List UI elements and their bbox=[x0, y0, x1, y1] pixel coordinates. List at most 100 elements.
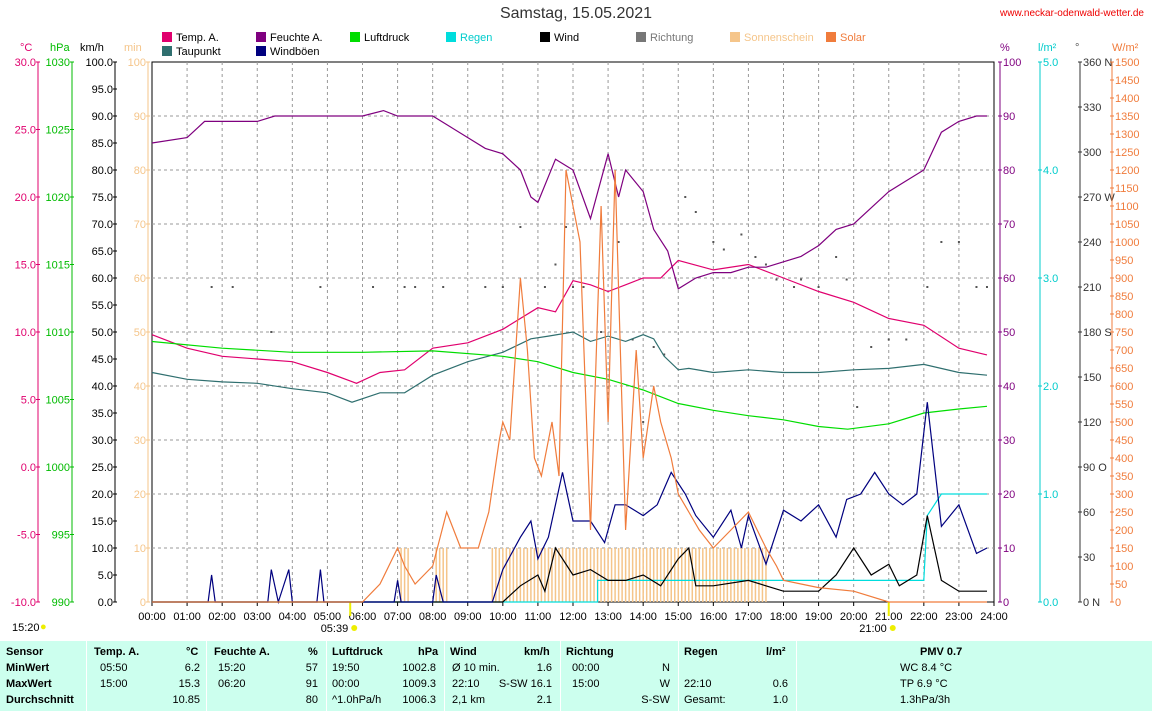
solar-tick-label: 100 bbox=[1115, 561, 1133, 573]
header-press: Luftdruck bbox=[332, 646, 383, 658]
press-tick-label: 1020 bbox=[46, 192, 70, 204]
sun-tick-label: 80 bbox=[134, 165, 146, 177]
press-tick-label: 990 bbox=[52, 597, 70, 609]
legend-sun-swatch bbox=[730, 32, 740, 42]
table-cell-w_desc: 2,1 km bbox=[452, 694, 486, 706]
direction-point bbox=[740, 233, 743, 236]
direction-point bbox=[484, 286, 487, 288]
direction-point bbox=[793, 286, 796, 288]
direction-point bbox=[926, 286, 929, 288]
table-cell-w_val: S-SW 16.1 bbox=[498, 678, 552, 690]
direction-point bbox=[754, 256, 757, 258]
solar-tick-label: 1000 bbox=[1115, 237, 1139, 249]
solar-tick-label: 450 bbox=[1115, 435, 1133, 447]
solar-tick-label: 150 bbox=[1115, 543, 1133, 555]
temp-tick-label: 5.0 bbox=[21, 395, 36, 407]
x-tick-label: 11:00 bbox=[525, 611, 552, 623]
solar-tick-label: 1400 bbox=[1115, 93, 1139, 105]
hum-unit-label: % bbox=[1000, 42, 1010, 54]
x-tick-label: 07:00 bbox=[384, 611, 412, 623]
table-cell-p_time: 00:00 bbox=[332, 678, 360, 690]
wind-tick-label: 55.0 bbox=[92, 300, 113, 312]
direction-point bbox=[694, 211, 697, 213]
hum-tick-label: 80 bbox=[1003, 165, 1015, 177]
dir-tick-label: 330 bbox=[1083, 102, 1101, 114]
solar-tick-label: 400 bbox=[1115, 453, 1133, 465]
wind-tick-label: 5.0 bbox=[98, 570, 113, 582]
solar-tick-label: 1150 bbox=[1115, 183, 1139, 195]
solar-tick-label: 500 bbox=[1115, 417, 1133, 429]
sun-tick-label: 90 bbox=[134, 111, 146, 123]
rain-tick-label: 4.0 bbox=[1043, 165, 1058, 177]
x-tick-label: 09:00 bbox=[454, 611, 482, 623]
legend-gust-swatch bbox=[256, 46, 266, 56]
dir-tick-label: 270 W bbox=[1083, 192, 1115, 204]
wind-tick-label: 75.0 bbox=[92, 192, 113, 204]
x-tick-label: 03:00 bbox=[243, 611, 271, 623]
table-cell-d_val: W bbox=[659, 678, 670, 690]
header-hum: Feuchte A. bbox=[214, 646, 270, 658]
table-divider bbox=[326, 641, 327, 711]
wind-tick-label: 90.0 bbox=[92, 111, 113, 123]
dir-tick-label: 210 bbox=[1083, 282, 1101, 294]
legend-hum-swatch bbox=[256, 32, 266, 42]
wind-tick-label: 80.0 bbox=[92, 165, 113, 177]
table-cell-h_val: 91 bbox=[305, 678, 318, 690]
direction-point bbox=[775, 278, 778, 281]
wind-series-line bbox=[152, 515, 987, 603]
legend-temp: Temp. A. bbox=[162, 32, 219, 44]
solar-tick-label: 1250 bbox=[1115, 147, 1139, 159]
x-tick-label: 19:00 bbox=[805, 611, 833, 623]
table-cell-h_time: 15:20 bbox=[218, 662, 246, 674]
table-divider bbox=[678, 641, 679, 711]
solar-tick-label: 600 bbox=[1115, 381, 1133, 393]
legend-dew: Taupunkt bbox=[162, 46, 221, 58]
header-wind: Wind bbox=[450, 646, 477, 658]
table-cell-p_val: 1002.8 bbox=[402, 662, 436, 674]
header-dir: Richtung bbox=[566, 646, 614, 658]
temp-tick-label: -5.0 bbox=[17, 530, 36, 542]
table-cell-h_val: 57 bbox=[305, 662, 318, 674]
legend-dir-swatch bbox=[636, 32, 646, 42]
press-tick-label: 995 bbox=[52, 530, 70, 542]
header-pmv: PMV 0.7 bbox=[920, 646, 963, 658]
table-cell-r_val: 1.0 bbox=[772, 694, 788, 706]
sun-tick-label: 40 bbox=[134, 381, 146, 393]
direction-point bbox=[519, 226, 522, 228]
table-cell-t_time: 15:00 bbox=[100, 678, 128, 690]
table-cell-pmv: TP 6.9 °C bbox=[900, 678, 948, 690]
table-cell-d_time: 15:00 bbox=[572, 678, 600, 690]
direction-point bbox=[985, 286, 988, 288]
press-tick-label: 1015 bbox=[46, 260, 70, 272]
x-tick-label: 12:00 bbox=[559, 611, 587, 623]
direction-point bbox=[712, 241, 715, 243]
direction-point bbox=[684, 196, 687, 198]
rain-series-line bbox=[152, 493, 987, 603]
sun-tick-label: 20 bbox=[134, 489, 146, 501]
x-tick-label: 04:00 bbox=[279, 611, 307, 623]
sunrise-sun-icon bbox=[351, 625, 358, 631]
hum-tick-label: 10 bbox=[1003, 543, 1015, 555]
legend-sun: Sonnenschein bbox=[730, 32, 814, 44]
legend-dir-label: Richtung bbox=[650, 32, 694, 44]
table-cell-r_val: 0.6 bbox=[772, 678, 788, 690]
legend-gust-label: Windböen bbox=[270, 46, 320, 58]
solar-tick-label: 550 bbox=[1115, 399, 1133, 411]
x-tick-label: 17:00 bbox=[735, 611, 763, 623]
site-link[interactable]: www.neckar-odenwald-wetter.de bbox=[1000, 8, 1144, 19]
sun-tick-label: 60 bbox=[134, 273, 146, 285]
table-cell-d_val: N bbox=[662, 662, 670, 674]
direction-point bbox=[652, 346, 655, 348]
x-tick-label: 20:00 bbox=[840, 611, 868, 623]
x-tick-label: 14:00 bbox=[629, 611, 657, 623]
header-temp-unit: °C bbox=[186, 646, 199, 658]
solar-tick-label: 0 bbox=[1115, 597, 1121, 609]
chart-title: Samstag, 15.05.2021 bbox=[499, 5, 653, 22]
solar-series-line bbox=[152, 169, 987, 603]
direction-point bbox=[319, 286, 322, 288]
solar-tick-label: 300 bbox=[1115, 489, 1133, 501]
x-tick-label: 00:00 bbox=[138, 611, 166, 623]
solar-tick-label: 50 bbox=[1115, 579, 1127, 591]
wind-tick-label: 35.0 bbox=[92, 408, 113, 420]
direction-point bbox=[501, 286, 504, 288]
